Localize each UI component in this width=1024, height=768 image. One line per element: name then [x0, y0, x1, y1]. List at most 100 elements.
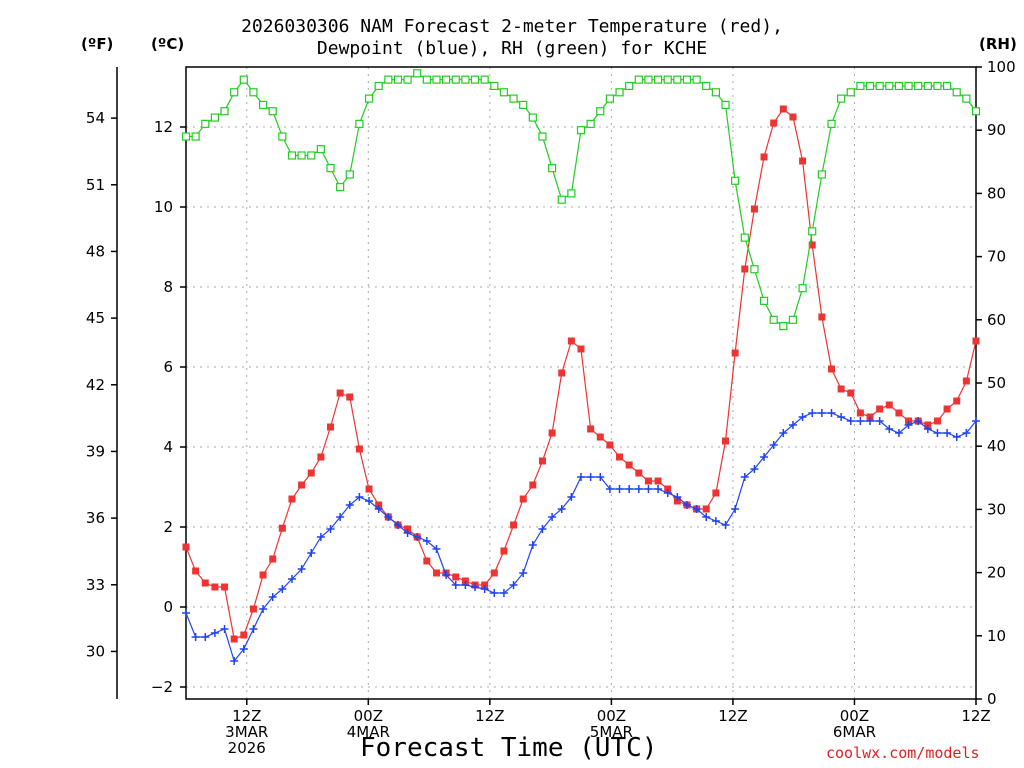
- rh-tick-label: 0: [987, 690, 997, 708]
- dewpoint-point: [856, 417, 865, 425]
- temperature-point: [519, 495, 527, 503]
- temperature-point: [577, 345, 585, 353]
- rh-point: [547, 164, 557, 173]
- temperature-point: [625, 461, 633, 469]
- dewpoint-point: [654, 485, 663, 493]
- temperature-point: [712, 489, 720, 497]
- temperature-point: [548, 429, 556, 437]
- temperature-point: [336, 389, 344, 397]
- celsius-tick-label: 12: [154, 118, 173, 136]
- rh-point: [885, 81, 894, 91]
- dewpoint-point: [808, 409, 817, 417]
- rh-point: [856, 81, 865, 91]
- rh-point: [355, 119, 364, 128]
- rh-point: [374, 81, 383, 91]
- rh-point: [663, 75, 672, 84]
- dewpoint-point: [798, 413, 807, 421]
- x-tick-label: 5MAR: [590, 723, 633, 741]
- temperature-point: [972, 337, 980, 345]
- dewpoint-line: [185, 412, 977, 663]
- rh-point: [403, 75, 412, 84]
- dewpoint-point: [750, 465, 759, 473]
- rh-point: [316, 145, 325, 154]
- fahrenheit-tick-label: 54: [86, 109, 105, 127]
- dewpoint-point: [230, 657, 239, 665]
- rh-point: [538, 132, 547, 141]
- rh-point: [345, 170, 354, 179]
- dewpoint-point: [182, 609, 190, 617]
- dewpoint-point: [923, 425, 932, 433]
- temperature-point: [355, 445, 363, 453]
- rh-tick-label: 80: [987, 184, 1006, 202]
- rh-point: [239, 75, 248, 84]
- rh-tick-label: 50: [987, 374, 1006, 392]
- dewpoint-point: [297, 565, 306, 573]
- fahrenheit-tick-label: 33: [86, 576, 105, 594]
- celsius-unit-label: (ºC): [151, 35, 185, 53]
- dewpoint-point: [259, 605, 268, 613]
- chart-title-line2: Dewpoint (blue), RH (green) for KCHE: [316, 38, 708, 59]
- x-tick-label: 3MAR: [225, 723, 268, 741]
- celsius-tick-label: 2: [163, 518, 173, 536]
- temperature-point: [288, 495, 296, 503]
- temperature-point: [500, 547, 508, 555]
- rh-point: [644, 75, 653, 84]
- rh-point: [307, 151, 316, 160]
- dewpoint-point: [191, 633, 200, 641]
- dewpoint-point: [278, 585, 287, 593]
- dewpoint-point: [634, 485, 643, 493]
- dewpoint-point: [422, 537, 431, 545]
- rh-point: [384, 75, 393, 84]
- dewpoint-point: [210, 629, 219, 637]
- rh-point: [528, 113, 537, 122]
- dewpoint-point: [760, 453, 769, 461]
- temperature-point: [760, 153, 768, 161]
- temperature-point: [962, 377, 970, 385]
- x-tick-label: 12Z: [961, 707, 990, 725]
- temperature-point: [799, 157, 807, 165]
- dewpoint-point: [384, 513, 393, 521]
- dewpoint-point: [249, 625, 258, 633]
- temperature-point: [317, 453, 325, 461]
- dewpoint-point: [239, 645, 248, 653]
- rh-point: [808, 227, 817, 236]
- rh-point: [509, 94, 518, 103]
- temperature-point: [722, 437, 730, 445]
- temperature-point: [490, 569, 498, 577]
- temperature-point: [943, 405, 951, 413]
- dewpoint-point: [904, 421, 913, 429]
- temperature-point: [953, 397, 961, 405]
- rh-point: [191, 132, 200, 141]
- temperature-point: [452, 573, 460, 581]
- rh-point: [596, 107, 605, 116]
- celsius-tick-label: 10: [154, 198, 173, 216]
- rh-point: [258, 100, 268, 110]
- rh-point: [210, 113, 220, 122]
- dewpoint-point: [326, 525, 335, 533]
- dewpoint-point: [625, 485, 634, 493]
- rh-point: [750, 265, 759, 274]
- rh-point: [711, 88, 720, 97]
- dewpoint-point: [875, 417, 884, 425]
- dewpoint-point: [393, 521, 402, 529]
- rh-point: [846, 88, 855, 97]
- temperature-point: [856, 409, 864, 417]
- rh-point: [779, 322, 788, 331]
- rh-point: [586, 119, 595, 128]
- rh-point: [759, 296, 769, 305]
- rh-point: [336, 182, 345, 192]
- temperature-line: [185, 108, 977, 640]
- rh-point: [576, 126, 586, 135]
- rh-point: [673, 75, 682, 84]
- rh-point: [470, 75, 480, 84]
- x-tick-label: 12Z: [232, 707, 261, 725]
- rh-point: [914, 81, 923, 91]
- dewpoint-point: [538, 525, 547, 533]
- dewpoint-point: [952, 433, 961, 441]
- fahrenheit-tick-label: 39: [86, 442, 105, 460]
- credit-text: coolwx.com/models: [826, 744, 980, 762]
- dewpoint-point: [682, 501, 691, 509]
- rh-point: [788, 315, 798, 324]
- celsius-tick-label: 0: [163, 598, 173, 616]
- temperature-point: [933, 417, 941, 425]
